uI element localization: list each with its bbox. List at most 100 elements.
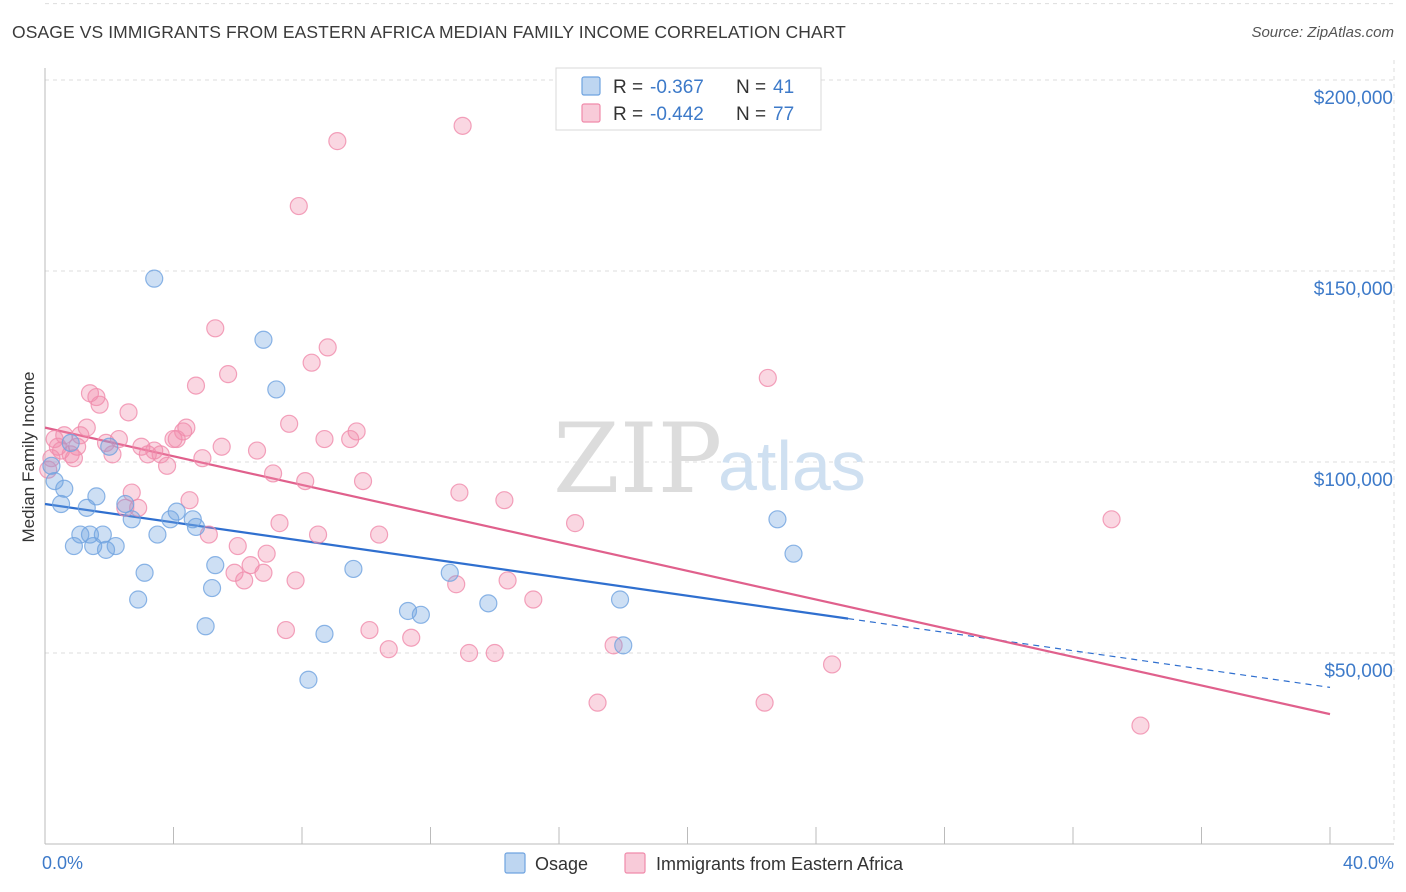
eafrica-point-51 <box>302 353 321 372</box>
eafrica-point-41 <box>247 441 267 460</box>
eafrica-point-54 <box>318 338 337 357</box>
eafrica-point-42 <box>254 563 273 582</box>
eafrica-point-58 <box>353 472 373 491</box>
trend-line-osage <box>44 502 849 620</box>
osage-point-36 <box>479 594 498 613</box>
eafrica-point-50 <box>296 472 315 491</box>
watermark: ZIP atlas <box>553 403 866 515</box>
osage-point-32 <box>344 559 363 579</box>
eafrica-point-73 <box>604 636 623 655</box>
eafrica-point-65 <box>453 116 472 135</box>
osage-point-1 <box>45 472 64 491</box>
eafrica-point-78 <box>1131 716 1150 735</box>
eafrica-point-75 <box>758 368 777 388</box>
legend-r-value-osage: -0.367 <box>650 77 704 98</box>
eafrica-point-30 <box>180 491 199 510</box>
eafrica-point-10 <box>77 418 96 437</box>
eafrica-point-19 <box>122 483 141 502</box>
legend-swatch-osage <box>581 76 601 96</box>
eafrica-point-49 <box>289 196 308 216</box>
eafrica-point-55 <box>328 132 347 151</box>
bottom-legend-label-osage: Osage <box>535 854 588 874</box>
axes <box>44 68 1394 845</box>
chart-title: OSAGE VS IMMIGRANTS FROM EASTERN AFRICA … <box>12 22 846 42</box>
eafrica-point-61 <box>379 640 398 659</box>
eafrica-point-59 <box>360 620 379 640</box>
eafrica-point-72 <box>588 693 607 712</box>
y-tick-label-0: $50,000 <box>1324 661 1393 682</box>
eafrica-point-57 <box>347 422 366 441</box>
osage-point-24 <box>186 517 206 537</box>
eafrica-point-66 <box>459 643 479 663</box>
eafrica-point-25 <box>157 456 177 475</box>
y-tick-label-2: $150,000 <box>1314 279 1393 300</box>
legend-r-label-osage: R = <box>613 77 643 98</box>
bottom-legend-swatch-osage <box>504 852 526 874</box>
eafrica-point-32 <box>193 449 212 468</box>
osage-point-21 <box>161 510 180 529</box>
watermark-atlas: atlas <box>718 427 866 505</box>
osage-point-3 <box>55 479 74 498</box>
top-legend: R = -0.367 N = 41 R = -0.442 N = 77 <box>555 67 822 131</box>
eafrica-point-44 <box>263 464 283 483</box>
legend-swatch-eafrica <box>581 103 601 123</box>
eafrica-point-60 <box>370 525 389 544</box>
eafrica-point-7 <box>64 449 84 468</box>
bottom-legend-label-eafrica: Immigrants from Eastern Africa <box>656 854 904 874</box>
osage-point-38 <box>614 636 633 655</box>
osage-point-29 <box>267 380 286 399</box>
osage-point-28 <box>254 330 273 349</box>
osage-point-30 <box>299 670 318 689</box>
osage-point-10 <box>87 487 106 506</box>
eafrica-point-47 <box>280 414 299 433</box>
osage-point-37 <box>610 590 630 609</box>
eafrica-point-38 <box>228 536 247 556</box>
osage-point-0 <box>42 456 61 475</box>
legend-r-label-eafrica: R = <box>613 104 643 125</box>
y-tick-labels: $50,000 $100,000 $150,000 $200,000 <box>1314 88 1393 682</box>
x-tick-label-1: 40.0% <box>1343 853 1394 873</box>
trend-lines <box>44 426 1331 716</box>
y-tick-label-3: $200,000 <box>1314 88 1393 109</box>
legend-n-label-osage: N = <box>736 77 766 98</box>
eafrica-point-29 <box>177 418 196 437</box>
osage-point-16 <box>122 510 141 529</box>
osage-point-27 <box>206 556 225 575</box>
eafrica-point-5 <box>55 426 74 445</box>
eafrica-point-45 <box>270 514 289 533</box>
legend-n-label-eafrica: N = <box>736 104 766 125</box>
eafrica-point-37 <box>225 563 244 582</box>
eafrica-point-76 <box>822 655 842 674</box>
osage-point-8 <box>80 525 100 544</box>
eafrica-point-74 <box>755 693 774 712</box>
trend-line-eafrica <box>44 426 1331 716</box>
osage-point-2 <box>51 494 71 514</box>
eafrica-point-13 <box>90 395 109 414</box>
osage-point-5 <box>64 536 84 556</box>
eafrica-point-67 <box>485 643 504 663</box>
legend-r-value-eafrica: -0.442 <box>650 104 704 125</box>
y-tick-label-1: $100,000 <box>1314 470 1393 491</box>
trend-line-osage-extension <box>848 618 1331 688</box>
osage-point-18 <box>135 563 154 582</box>
osage-point-20 <box>148 525 167 544</box>
eafrica-point-17 <box>116 498 135 517</box>
osage-point-34 <box>411 605 430 624</box>
osage-point-14 <box>106 536 125 556</box>
osage-point-25 <box>196 617 215 636</box>
eafrica-point-34 <box>206 319 225 338</box>
osage-point-15 <box>116 494 135 514</box>
osage-point-11 <box>93 525 112 544</box>
eafrica-point-43 <box>257 544 276 563</box>
eafrica-point-71 <box>565 514 585 533</box>
eafrica-point-53 <box>315 429 334 449</box>
eafrica-point-56 <box>341 429 360 449</box>
eafrica-point-31 <box>186 376 206 395</box>
osage-point-17 <box>129 590 148 609</box>
eafrica-point-46 <box>276 620 296 640</box>
osage-point-6 <box>71 525 90 544</box>
eafrica-point-63 <box>447 575 466 594</box>
eafrica-point-77 <box>1102 510 1121 529</box>
eafrica-point-64 <box>450 483 469 502</box>
